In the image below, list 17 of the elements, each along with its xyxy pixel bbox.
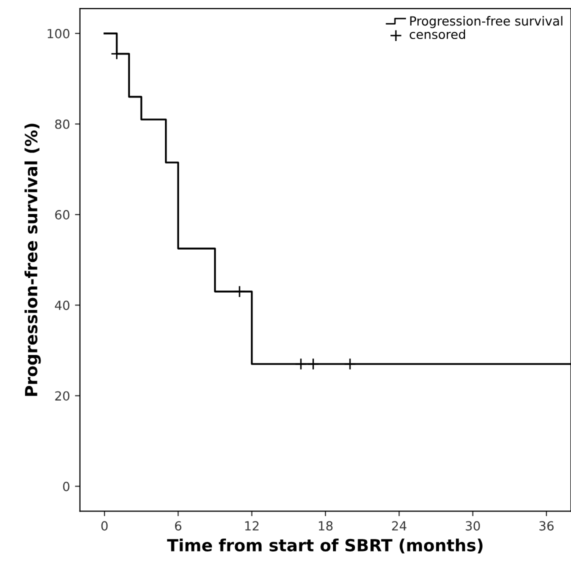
x-tick-label: 6 (175, 521, 182, 531)
y-tick-label: 80 (55, 119, 70, 129)
x-tick-label: 30 (466, 521, 480, 531)
x-tick-label: 18 (318, 521, 333, 531)
legend-label: Progression-free survival (410, 16, 562, 28)
x-tick-label: 12 (245, 521, 259, 530)
x-tick-label: 0 (101, 521, 108, 531)
x-axis-title: Time from start of SBRT (months) (167, 538, 482, 554)
y-tick-label: 60 (55, 210, 70, 220)
y-tick-label: 20 (55, 391, 70, 401)
y-tick-label: 40 (54, 300, 70, 310)
y-axis-title: Progression-free survival (%) (24, 124, 41, 396)
x-tick-label: 24 (392, 521, 406, 530)
y-tick-label: 100 (48, 28, 70, 38)
legend-label: censored (410, 29, 466, 40)
y-tick-label: 0 (63, 482, 70, 492)
x-tick-label: 36 (539, 521, 554, 531)
